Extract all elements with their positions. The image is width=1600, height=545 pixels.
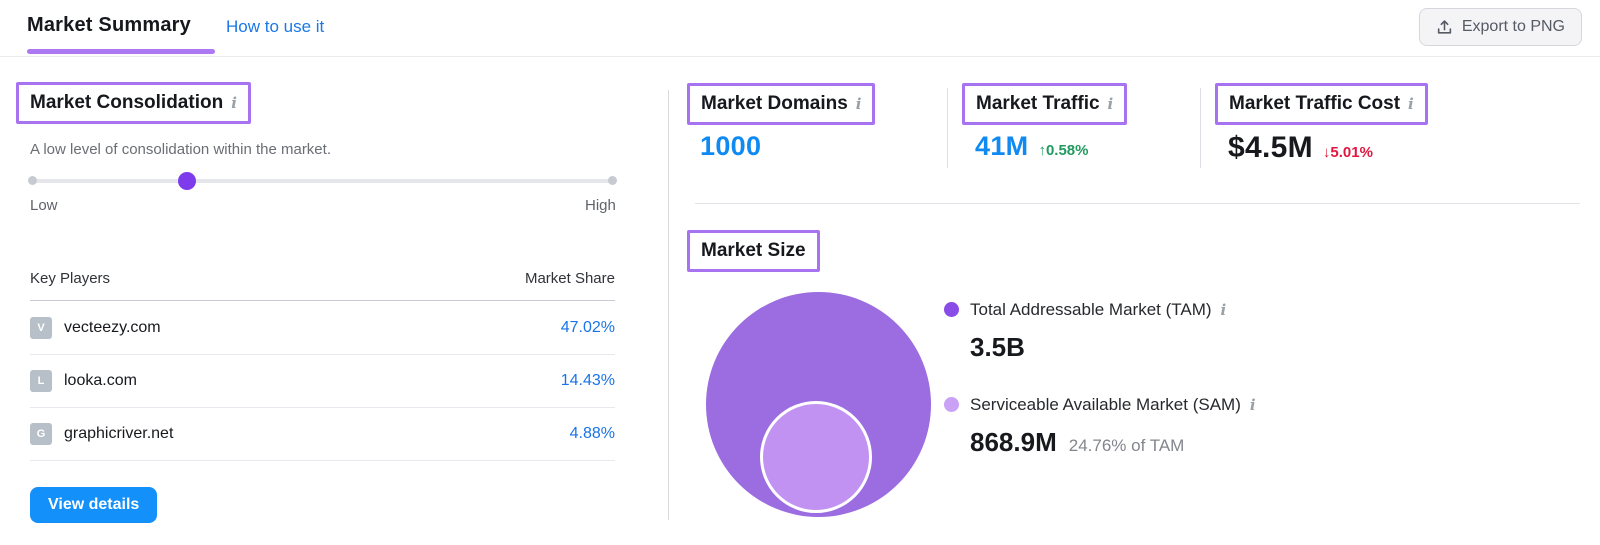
market-consolidation-annotation: Market Consolidation i	[16, 82, 251, 124]
active-tab-indicator	[27, 49, 215, 54]
market-size-title: Market Size	[701, 240, 806, 261]
market-traffic-annotation: Market Traffic i	[962, 83, 1128, 125]
sam-pct-of-tam: 24.76% of TAM	[1068, 436, 1185, 455]
sam-value: 868.9M	[970, 427, 1057, 457]
consolidation-description: A low level of consolidation within the …	[30, 141, 331, 158]
market-traffic-value: 41M	[975, 131, 1029, 161]
tam-legend: Total Addressable Market (TAM) i	[970, 300, 1226, 320]
header-divider	[0, 56, 1600, 57]
market-traffic-cost-title: Market Traffic Cost	[1229, 93, 1401, 114]
export-icon	[1436, 19, 1453, 36]
market-traffic-title: Market Traffic	[976, 93, 1100, 114]
market-traffic-cost-value: $4.5M	[1228, 131, 1313, 164]
row-divider	[30, 407, 615, 408]
tam-legend-dot	[944, 302, 959, 317]
market-traffic-cost-delta: ↓5.01%	[1322, 144, 1373, 161]
metric-divider	[1200, 88, 1201, 168]
favicon-badge: L	[30, 369, 52, 392]
info-icon[interactable]: i	[855, 95, 862, 113]
consolidation-slider-handle[interactable]	[178, 172, 196, 190]
how-to-use-link[interactable]: How to use it	[226, 17, 325, 36]
sam-legend: Serviceable Available Market (SAM) i	[970, 395, 1256, 415]
sam-bubble[interactable]	[760, 401, 872, 513]
market-size-annotation: Market Size	[687, 230, 820, 272]
info-icon[interactable]: i	[1220, 301, 1227, 319]
table-row: L looka.com 14.43%	[30, 354, 615, 407]
col-key-players: Key Players	[30, 270, 111, 287]
favicon-badge: G	[30, 422, 52, 445]
slider-min-dot	[28, 176, 37, 185]
market-domains-value: 1000	[700, 131, 762, 161]
panel-divider	[668, 90, 669, 520]
consolidation-slider[interactable]	[28, 172, 617, 190]
table-row: V vecteezy.com 47.02%	[30, 301, 615, 354]
info-icon[interactable]: i	[231, 94, 237, 112]
slider-max-dot	[608, 176, 617, 185]
tam-value: 3.5B	[970, 332, 1025, 362]
view-details-button[interactable]: View details	[30, 487, 158, 523]
sam-legend-dot	[944, 397, 959, 412]
market-domains-annotation: Market Domains i	[687, 83, 876, 125]
market-traffic-delta: ↑0.58%	[1038, 142, 1089, 159]
market-share-value[interactable]: 47.02%	[560, 318, 615, 336]
info-icon[interactable]: i	[1249, 396, 1256, 414]
metric-market-traffic: Market Traffic i 41M ↑0.58%	[962, 83, 1128, 162]
metric-divider	[947, 88, 948, 168]
domain-label: looka.com	[64, 371, 137, 389]
section-divider	[695, 203, 1580, 204]
table-header-line	[30, 300, 615, 301]
sam-value-row: 868.9M 24.76% of TAM	[970, 427, 1184, 458]
info-icon[interactable]: i	[1408, 95, 1414, 113]
info-icon[interactable]: i	[1107, 95, 1114, 113]
sam-label: Serviceable Available Market (SAM)	[970, 395, 1241, 414]
slider-low-label: Low	[30, 197, 58, 214]
export-button-label: Export to PNG	[1461, 18, 1565, 35]
domain-label: graphicriver.net	[64, 424, 174, 442]
market-share-value[interactable]: 4.88%	[569, 424, 615, 442]
market-share-value[interactable]: 14.43%	[560, 371, 615, 389]
metric-market-traffic-cost: Market Traffic Cost i $4.5M ↓5.01%	[1215, 83, 1428, 165]
slider-high-label: High	[585, 197, 616, 214]
metric-market-domains: Market Domains i 1000	[687, 83, 876, 162]
row-divider	[30, 460, 615, 461]
favicon-badge: V	[30, 316, 52, 339]
tam-label: Total Addressable Market (TAM)	[970, 300, 1212, 319]
row-divider	[30, 354, 615, 355]
page-title: Market Summary	[27, 14, 191, 36]
domain-label: vecteezy.com	[64, 318, 161, 336]
export-to-png-button[interactable]: Export to PNG	[1418, 8, 1582, 46]
table-row: G graphicriver.net 4.88%	[30, 407, 615, 460]
key-players-header: Key Players Market Share	[30, 270, 615, 287]
market-traffic-cost-annotation: Market Traffic Cost i	[1215, 83, 1428, 125]
market-consolidation-title: Market Consolidation	[30, 92, 224, 113]
col-market-share: Market Share	[524, 270, 615, 287]
market-domains-title: Market Domains	[701, 93, 848, 114]
